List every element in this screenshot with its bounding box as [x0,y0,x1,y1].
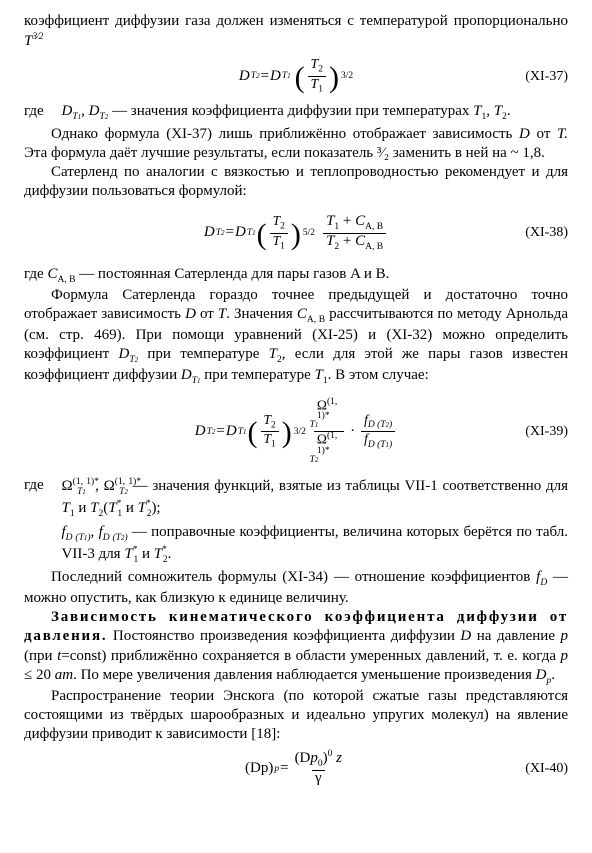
lparen-icon: ( [248,419,258,446]
eq-body: DT2 = DT1 ( T2 T1 ) 3/2 Ω(1, 1)*T1 Ω(1, … [195,398,397,467]
eq-number: (XI-38) [525,224,568,242]
exponent: 3⁄2 [32,32,43,42]
lparen-icon: ( [295,64,305,91]
text: на давление [471,628,560,644]
where-tag-empty [24,523,62,566]
text: при температуре [201,367,315,383]
eq-number: (XI-39) [525,423,568,441]
paragraph-p6: Зависимость кинематического коэффициента… [24,608,568,687]
text: ); [151,500,160,516]
equation-xi-37: DT2 = DT1 ( T2 T1 ) 3/2 (XI-37) [24,57,568,95]
paragraph-p3: Сатерленд по аналогии с вязкостью и тепл… [24,163,568,201]
text: Последний сомножитель формулы (XI-34) — … [51,569,536,585]
sub-p: p [274,763,279,775]
sym-T: T. [557,126,568,142]
text: Эта формула даёт лучшие результаты, если… [24,145,545,161]
text: коэффициент диффузии газа должен изменят… [24,13,568,29]
fraction-omega: Ω(1, 1)*T1 Ω(1, 1)*T2 [314,398,344,467]
sym-gamma: γ [312,770,325,787]
text: и [138,546,154,562]
where-xi-39-line2: fD (T1), fD (T2) — поправочные коэффицие… [24,523,568,566]
where-tag: где [24,102,62,123]
text: значения коэффициента диффузии при темпе… [131,103,473,119]
paragraph-p2: Однако формула (XI-37) лишь приближённо … [24,125,568,163]
where-tag: где [24,476,62,520]
text: . Значения [226,306,297,322]
sym-Dp: (Dp) [245,759,273,778]
eq-number: (XI-37) [525,68,568,86]
unit-atm: ат [55,667,73,683]
sym-D: D [239,67,250,86]
eq-body: DT2 = DT1 ( T2 T1 ) 5/2 T1 + CA, B T2 + … [204,214,388,253]
equation-xi-38: DT2 = DT1 ( T2 T1 ) 5/2 T1 + CA, B T2 + … [24,214,568,253]
text: . По мере увеличения давления наблюдаетс… [73,667,536,683]
lparen-icon: ( [257,221,267,248]
eq-body: DT2 = DT1 ( T2 T1 ) 3/2 [239,57,353,95]
text: и [75,500,91,516]
page-container: { "intro": { "p1a": "коэффициент диффузи… [0,0,592,853]
paragraph-p7: Распространение теории Энскога (по котор… [24,687,568,745]
paragraph-p5: Последний сомножитель формулы (XI-34) — … [24,568,568,608]
sym-D: D [270,67,281,86]
sym-D: D [519,126,536,142]
power-3-2: 3/2 [341,70,353,82]
where-tag: где [24,266,47,282]
dash: — [112,103,131,119]
text: Постоянство произведения коэффициента ди… [107,628,460,644]
power-5-2: 5/2 [303,227,315,239]
where-xi-39-line1: где Ω(1, 1)*T1 , Ω(1, 1)*T2 — значения ф… [24,476,568,520]
eq-number: (XI-40) [525,760,568,778]
rparen-icon: ) [282,419,292,446]
fraction-enskog: (Dp0)0 z γ [292,750,345,787]
text: Однако формула (XI-37) лишь приближённо … [51,126,519,142]
text: от [537,126,558,142]
fraction-sutherland: T1 + CA, B T2 + CA, B [323,214,386,253]
where-xi-37: где DT1, DT2 — значения коэффициента диф… [24,102,568,123]
rparen-icon: ) [329,64,339,91]
fraction-T2-T1: T2 T1 [270,214,288,252]
paragraph-p4: Формула Сатерленда гораздо точнее предыд… [24,286,568,388]
text: — постоянная Сатерленда для пары газов A… [75,266,389,282]
power-3-2: 3/2 [294,426,306,438]
text: . В этом случае: [328,367,429,383]
rparen-icon: ) [291,221,301,248]
text: ≤ 20 [24,667,55,683]
fraction-fD: fD (T2) fD (T1) [361,413,395,451]
text: — значения функций, взятые из таблицы VI… [133,478,568,494]
text: при температуре [138,346,269,362]
where-content: fD (T1), fD (T2) — поправочные коэффицие… [62,523,569,566]
eq-body: (Dp)p = (Dp0)0 z γ [245,750,347,787]
equation-xi-40: (Dp)p = (Dp0)0 z γ (XI-40) [24,750,568,787]
text: =const) приближённо сохраняется в област… [61,648,560,664]
fraction-T2-T1: T2 T1 [308,57,326,95]
sub-T1: T1 [282,70,291,82]
sub-T2: T2 [251,70,260,82]
text: и [122,500,138,516]
where-content: Ω(1, 1)*T1 , Ω(1, 1)*T2 — значения функц… [62,476,569,520]
equals: = [261,67,269,86]
equals: = [280,759,288,778]
text: от [196,306,218,322]
where-content: DT1, DT2 — значения коэффициента диффузи… [62,102,569,123]
paragraph-intro: коэффициент диффузии газа должен изменят… [24,12,568,51]
where-xi-38: где CA, B — постоянная Сатерленда для па… [24,265,568,286]
equation-xi-39: DT2 = DT1 ( T2 T1 ) 3/2 Ω(1, 1)*T1 Ω(1, … [24,398,568,467]
text: (при [24,648,57,664]
fraction-T2-T1: T2 T1 [261,413,279,451]
